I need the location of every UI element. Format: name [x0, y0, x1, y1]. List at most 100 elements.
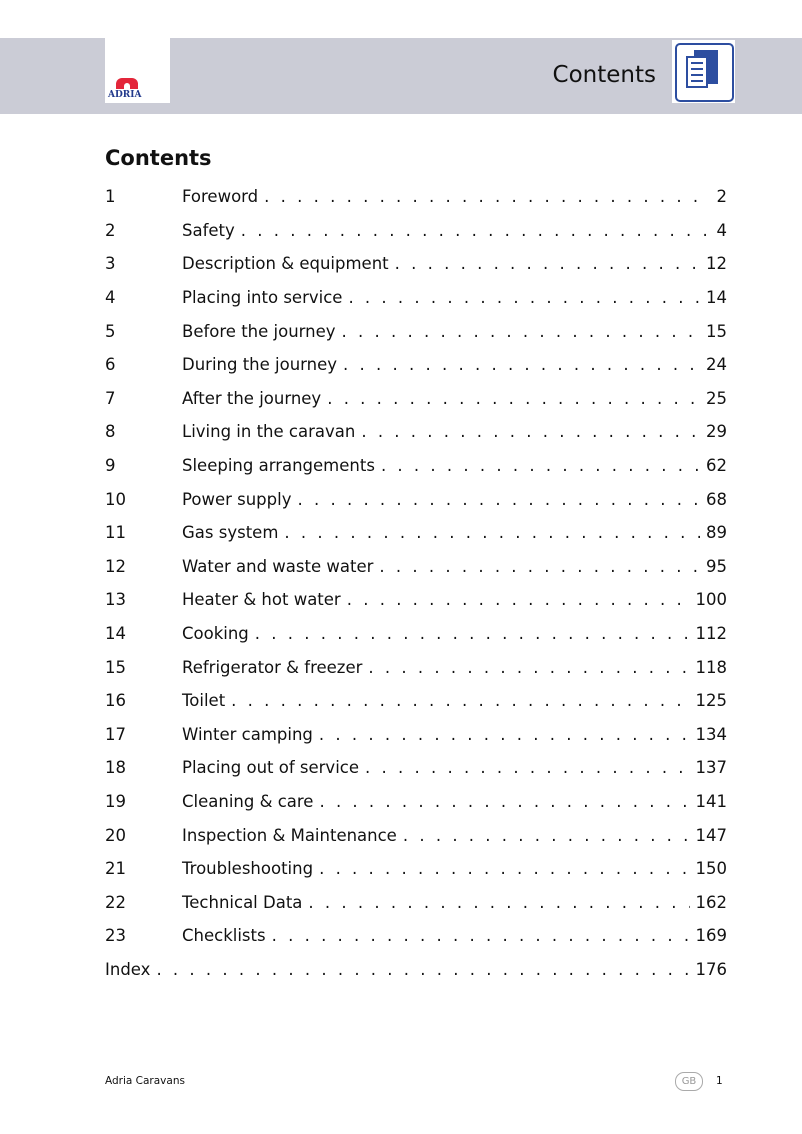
toc-entry[interactable]: 17 Winter camping. . . . . . . . . . . . …: [105, 718, 727, 752]
toc-entry[interactable]: 7 After the journey. . . . . . . . . . . …: [105, 382, 727, 416]
chapter-title[interactable]: Living in the caravan: [182, 422, 356, 442]
chapter-page: 125: [695, 691, 728, 711]
toc-index-entry[interactable]: Index. . . . . . . . . . . . . . . . . .…: [105, 953, 727, 987]
chapter-page: 169: [695, 926, 728, 946]
toc-entry[interactable]: 19 Cleaning & care. . . . . . . . . . . .…: [105, 785, 727, 819]
toc-entry[interactable]: 23 Checklists. . . . . . . . . . . . . . …: [105, 919, 727, 953]
chapter-title[interactable]: Toilet: [182, 691, 226, 711]
toc-entry[interactable]: 21 Troubleshooting. . . . . . . . . . . .…: [105, 852, 727, 886]
toc-entry[interactable]: 14 Cooking. . . . . . . . . . . . . . . .…: [105, 617, 727, 651]
chapter-number: 7: [105, 388, 116, 408]
toc-entry[interactable]: 12 Water and waste water. . . . . . . . .…: [105, 550, 727, 584]
toc-entry[interactable]: 9 Sleeping arrangements. . . . . . . . . …: [105, 449, 727, 483]
dot-leader: . . . . . . . . . . . . . . . . . . . . …: [380, 456, 700, 476]
dot-leader: . . . . . . . . . . . . . . . . . . . . …: [271, 926, 690, 946]
toc-entry[interactable]: 15 Refrigerator & freezer. . . . . . . . …: [105, 650, 727, 684]
chapter-page: 147: [695, 825, 728, 845]
dot-leader: . . . . . . . . . . . . . . . . . . . . …: [254, 624, 690, 644]
chapter-number: 1: [105, 187, 116, 207]
chapter-number: 10: [105, 489, 126, 509]
chapter-number: 18: [105, 758, 126, 778]
dot-leader: . . . . . . . . . . . . . . . . . . . . …: [284, 523, 700, 543]
chapter-number: 15: [105, 657, 126, 677]
toc-entry[interactable]: 8 Living in the caravan. . . . . . . . . …: [105, 415, 727, 449]
chapter-page: 134: [695, 724, 728, 744]
chapter-title[interactable]: Power supply: [182, 489, 292, 509]
chapter-page: 4: [716, 220, 728, 240]
chapter-page: 62: [706, 456, 727, 476]
chapter-title[interactable]: Inspection & Maintenance: [182, 825, 397, 845]
chapter-title[interactable]: Technical Data: [182, 892, 303, 912]
chapter-number: 9: [105, 456, 116, 476]
chapter-title[interactable]: Cleaning & care: [182, 791, 314, 811]
chapter-number: 13: [105, 590, 126, 610]
toc-entry[interactable]: 1 Foreword. . . . . . . . . . . . . . . .…: [105, 180, 727, 214]
dot-leader: . . . . . . . . . . . . . . . . . . . . …: [341, 321, 700, 341]
toc-entry[interactable]: 6 During the journey. . . . . . . . . . .…: [105, 348, 727, 382]
chapter-number: 14: [105, 624, 126, 644]
chapter-title[interactable]: After the journey: [182, 388, 322, 408]
chapter-number: 6: [105, 355, 116, 375]
chapter-number: 3: [105, 254, 116, 274]
chapter-page: 2: [716, 187, 728, 207]
chapter-page: 68: [706, 489, 727, 509]
dot-leader: . . . . . . . . . . . . . . . . . . . . …: [264, 187, 710, 207]
chapter-title[interactable]: Troubleshooting: [182, 859, 314, 879]
chapter-title[interactable]: Cooking: [182, 624, 249, 644]
chapter-title[interactable]: Foreword: [182, 187, 259, 207]
chapter-number: 16: [105, 691, 126, 711]
dot-leader: . . . . . . . . . . . . . . . . . . . . …: [365, 758, 690, 778]
chapter-title[interactable]: Safety: [182, 220, 235, 240]
toc-entry[interactable]: 16 Toilet. . . . . . . . . . . . . . . . …: [105, 684, 727, 718]
chapter-title[interactable]: Before the journey: [182, 321, 336, 341]
toc-entry[interactable]: 18 Placing out of service . . . . . . . . …: [105, 751, 727, 785]
toc-entry[interactable]: 5 Before the journey. . . . . . . . . . .…: [105, 314, 727, 348]
toc-entry[interactable]: 13 Heater & hot water. . . . . . . . . . …: [105, 583, 727, 617]
page-number: 1: [716, 1075, 723, 1087]
dot-leader: . . . . . . . . . . . . . . . . . . . . …: [319, 791, 689, 811]
chapter-title[interactable]: Winter camping: [182, 724, 313, 744]
toc-entry[interactable]: 20 Inspection & Maintenance. . . . . . . …: [105, 818, 727, 852]
chapter-title[interactable]: Sleeping arrangements: [182, 456, 375, 476]
chapter-title[interactable]: During the journey: [182, 355, 338, 375]
chapter-page: 25: [706, 388, 727, 408]
chapter-title[interactable]: Heater & hot water: [182, 590, 341, 610]
document-pages-icon: [672, 40, 735, 103]
chapter-page: 162: [695, 892, 728, 912]
chapter-title[interactable]: Water and waste water: [182, 556, 374, 576]
chapter-page: 112: [695, 624, 728, 644]
toc-entry[interactable]: 10 Power supply. . . . . . . . . . . . . …: [105, 482, 727, 516]
footer-company: Adria Caravans: [105, 1075, 185, 1087]
chapter-title[interactable]: Placing into service: [182, 288, 343, 308]
page-title: Contents: [105, 146, 212, 170]
dot-leader: . . . . . . . . . . . . . . . . . . . . …: [327, 388, 700, 408]
chapter-title[interactable]: Refrigerator & freezer: [182, 657, 363, 677]
toc-entry[interactable]: 3 Description & equipment. . . . . . . . …: [105, 247, 727, 281]
dot-leader: . . . . . . . . . . . . . . . . . . . . …: [346, 590, 690, 610]
chapter-number: 8: [105, 422, 116, 442]
chapter-number: 5: [105, 321, 116, 341]
dot-leader: . . . . . . . . . . . . . . . . . . . . …: [297, 489, 700, 509]
chapter-page: 141: [695, 791, 728, 811]
chapter-page: 24: [706, 355, 727, 375]
adria-logo: ADRIA: [105, 38, 170, 103]
chapter-title[interactable]: Description & equipment: [182, 254, 389, 274]
chapter-page: 176: [695, 959, 728, 979]
toc-entry[interactable]: 22 Technical Data. . . . . . . . . . . . …: [105, 885, 727, 919]
dot-leader: . . . . . . . . . . . . . . . . . . . . …: [402, 825, 690, 845]
toc-entry[interactable]: 4 Placing into service. . . . . . . . . .…: [105, 281, 727, 315]
chapter-title[interactable]: Index: [105, 959, 151, 979]
chapter-page: 150: [695, 859, 728, 879]
header-title: Contents: [552, 62, 656, 88]
chapter-title[interactable]: Gas system: [182, 523, 279, 543]
dot-leader: . . . . . . . . . . . . . . . . . . . . …: [348, 288, 700, 308]
toc-entry[interactable]: 2 Safety. . . . . . . . . . . . . . . . .…: [105, 214, 727, 248]
chapter-page: 12: [706, 254, 727, 274]
chapter-title[interactable]: Placing out of service: [182, 758, 359, 778]
chapter-title[interactable]: Checklists: [182, 926, 266, 946]
chapter-number: 11: [105, 523, 126, 543]
toc-entry[interactable]: 11 Gas system. . . . . . . . . . . . . . …: [105, 516, 727, 550]
dot-leader: . . . . . . . . . . . . . . . . . . . . …: [318, 724, 690, 744]
chapter-number: 12: [105, 556, 126, 576]
dot-leader: . . . . . . . . . . . . . . . . . . . . …: [319, 859, 690, 879]
